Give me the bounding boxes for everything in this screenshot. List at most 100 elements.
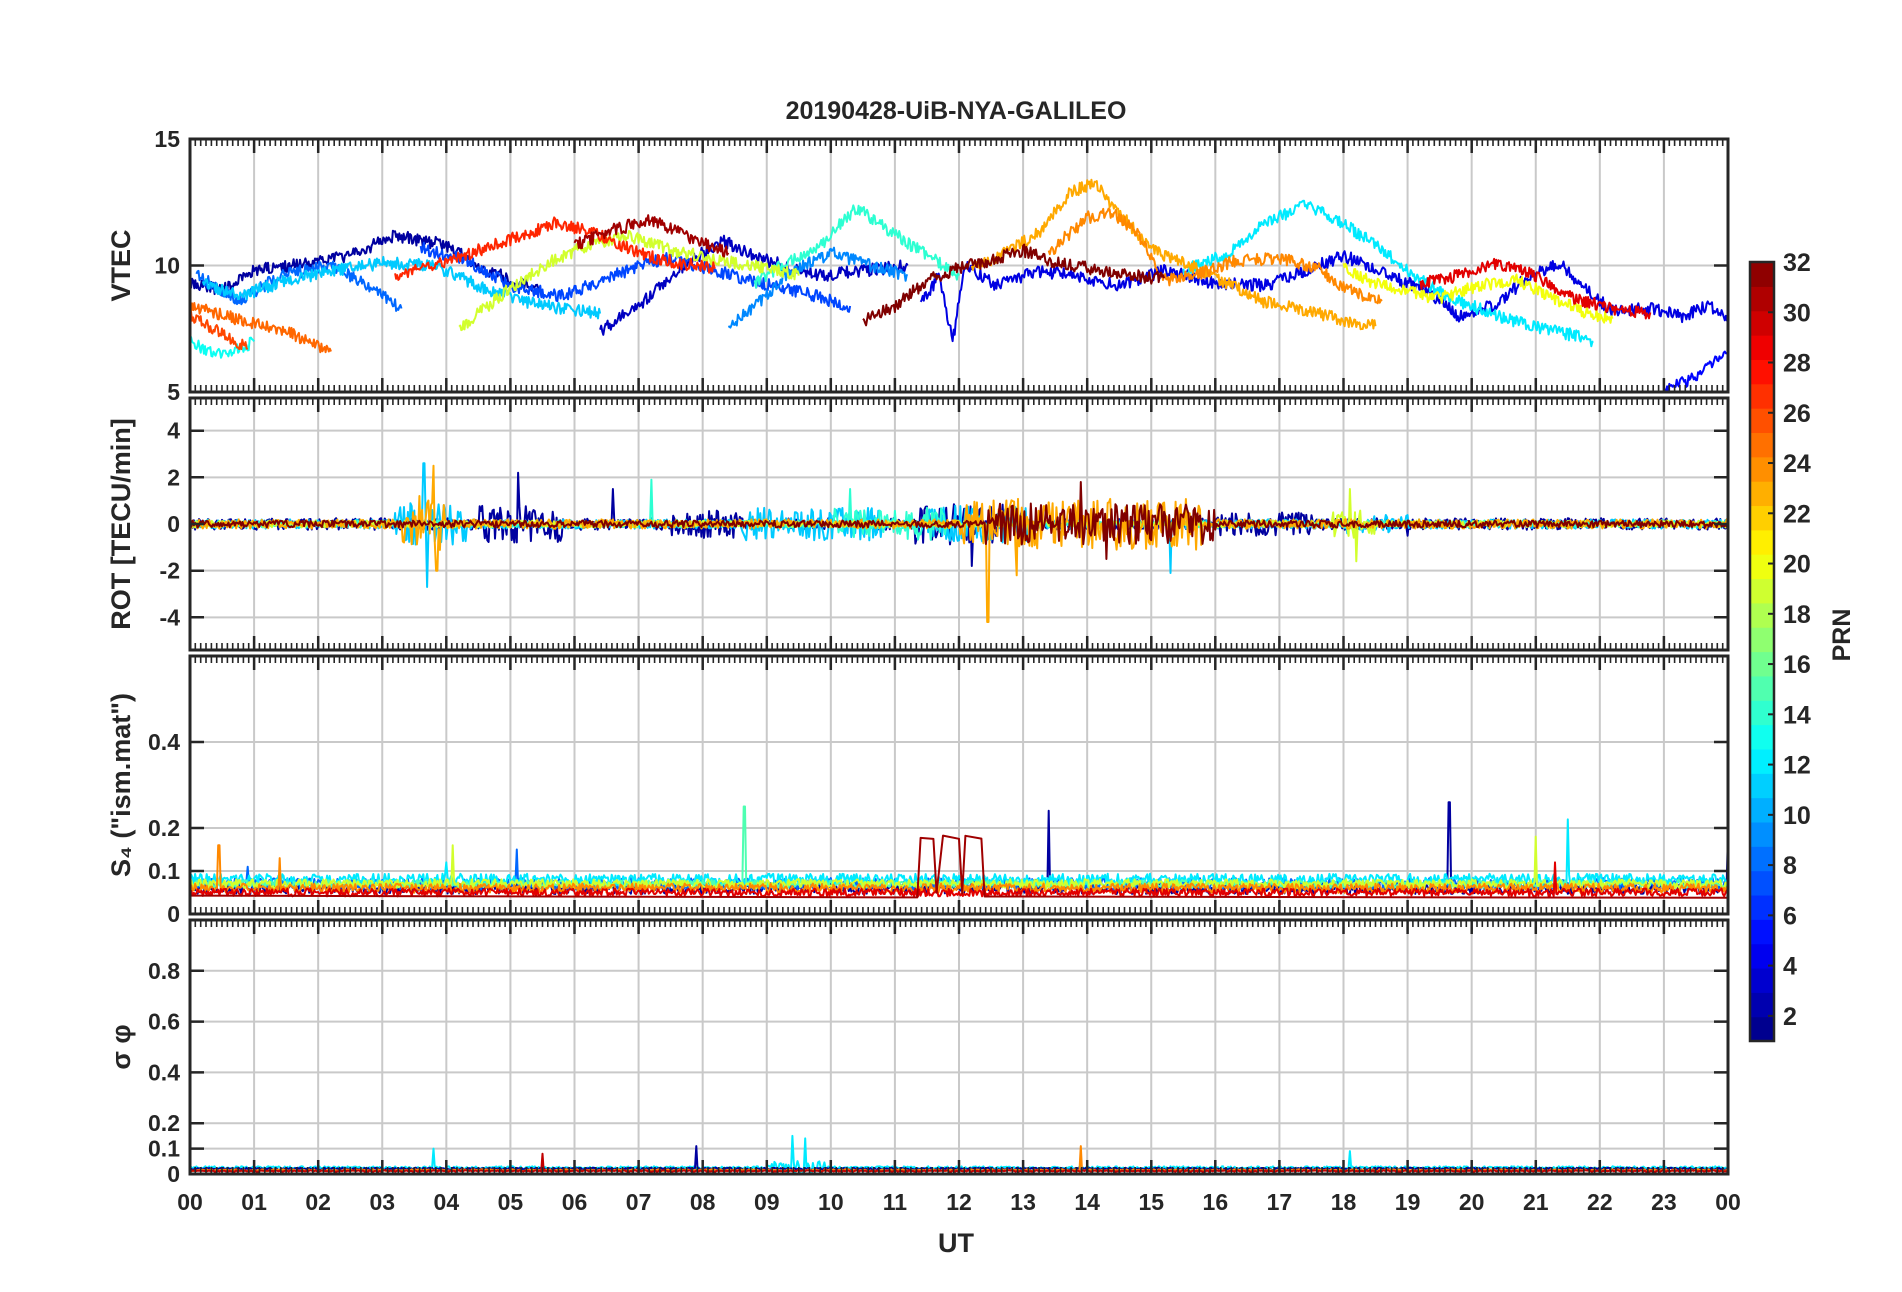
series-line-prn-20 <box>1342 262 1614 324</box>
colorbar-tick-label: 10 <box>1783 802 1811 830</box>
colorbar-tick-label: 12 <box>1783 752 1811 780</box>
series-line-prn-31 <box>190 834 1728 899</box>
y-tick-label: 5 <box>167 379 180 405</box>
x-tick-label: 13 <box>1010 1189 1036 1215</box>
x-tick-label: 07 <box>626 1189 652 1215</box>
series-line-prn-3 <box>599 234 909 336</box>
x-tick-label: 12 <box>946 1189 972 1215</box>
colorbar-swatch <box>1750 262 1774 287</box>
x-tick-label: 06 <box>562 1189 588 1215</box>
colorbar-tick-label: 28 <box>1783 350 1811 378</box>
series-line-prn-19 <box>190 835 1728 890</box>
colorbar-swatch <box>1750 286 1774 312</box>
colorbar-swatch <box>1750 846 1774 872</box>
panel-rot: -4 -2 0 2 4 ROT [TECU/min] <box>106 396 1730 652</box>
colorbar-swatch <box>1750 335 1774 360</box>
colorbar-swatch <box>1750 481 1774 507</box>
series-line-prn-26 <box>190 311 249 351</box>
y-tick-label: 0 <box>167 511 180 537</box>
colorbar-tick-label: 32 <box>1783 249 1811 277</box>
series-line-prn-31 <box>573 214 730 258</box>
y-axis-label: S₄ ("ism.mat") <box>106 693 136 877</box>
x-tick-label: 11 <box>883 1189 908 1215</box>
y-tick-label: 0.8 <box>148 958 180 984</box>
colorbar-tick-label: 6 <box>1783 902 1797 930</box>
colorbar-label: PRN <box>1828 609 1856 662</box>
series-line-prn-29 <box>190 861 1728 898</box>
y-axis-label: VTEC <box>106 229 136 301</box>
y-tick-label: -4 <box>160 604 181 630</box>
colorbar-swatch <box>1750 748 1774 774</box>
series-line-prn-8 <box>195 260 403 312</box>
colorbar-swatch <box>1750 359 1774 385</box>
series-line-prn-23 <box>970 178 1377 331</box>
y-axis-label: σ φ <box>106 1024 136 1069</box>
series-line-prn-9 <box>727 246 909 329</box>
chart-title: 20190428-UiB-NYA-GALILEO <box>786 97 1127 125</box>
x-tick-label: 21 <box>1523 1189 1549 1215</box>
colorbar-swatch <box>1750 992 1774 1018</box>
colorbar-swatch <box>1750 627 1774 653</box>
colorbar-swatch <box>1750 675 1774 701</box>
colorbar-tick-label: 30 <box>1783 299 1811 327</box>
x-tick-label: 22 <box>1587 1189 1613 1215</box>
series-line-prn-13 <box>190 336 255 359</box>
series-line-prn-24 <box>1047 207 1383 305</box>
x-tick-label: 14 <box>1074 1189 1100 1215</box>
panel-frame <box>188 654 1730 916</box>
x-tick-label: 18 <box>1331 1189 1357 1215</box>
series-line-prn-25 <box>190 302 332 354</box>
x-tick-label: 00 <box>1715 1189 1741 1215</box>
y-tick-label: 10 <box>154 253 180 279</box>
x-tick-label: 00 <box>177 1189 203 1215</box>
y-tick-label: 0.2 <box>148 815 180 841</box>
series-line-prn-32 <box>190 481 1728 560</box>
panel-frame <box>188 137 1730 394</box>
x-tick-label: 02 <box>305 1189 331 1215</box>
panel-frame <box>188 396 1730 652</box>
colorbar-tick-label: 22 <box>1783 500 1811 528</box>
colorbar-swatch <box>1750 773 1774 799</box>
x-tick-label: 09 <box>754 1189 780 1215</box>
colorbar-tick-label: 18 <box>1783 601 1811 629</box>
colorbar-swatch <box>1750 797 1774 823</box>
colorbar-swatch <box>1750 432 1774 458</box>
colorbar-swatch <box>1750 310 1774 336</box>
panel-data <box>190 801 1728 899</box>
colorbar-tick-label: 16 <box>1783 651 1811 679</box>
y-tick-label: 0.4 <box>148 729 180 755</box>
colorbar-swatch <box>1750 870 1774 896</box>
series-line-prn-27 <box>394 216 716 281</box>
series-line-prn-29 <box>1419 257 1652 320</box>
x-tick-label: 20 <box>1459 1189 1485 1215</box>
x-tick-label: 01 <box>241 1189 267 1215</box>
colorbar-swatch <box>1750 529 1774 555</box>
y-axis-label: ROT [TECU/min] <box>106 418 136 629</box>
y-tick-label: 0.4 <box>148 1059 180 1085</box>
series-line-prn-32 <box>862 243 1166 327</box>
x-axis-label: UT <box>938 1228 974 1258</box>
panel-data <box>190 178 1728 392</box>
x-tick-label: 05 <box>498 1189 524 1215</box>
series-line-prn-19 <box>458 230 800 332</box>
x-tick-label: 08 <box>690 1189 716 1215</box>
panel-frame <box>188 918 1730 1176</box>
y-tick-label: 0 <box>167 1161 180 1187</box>
colorbar-swatch <box>1750 456 1774 482</box>
series-line-prn-11 <box>190 462 1728 588</box>
colorbar-swatch <box>1750 383 1774 409</box>
series-line-prn-2 <box>190 229 544 298</box>
colorbar-swatch <box>1750 821 1774 847</box>
panel-sigma: 00.10.2 0.4 0.6 0.8 σ φ <box>106 918 1730 1187</box>
colorbar-swatch <box>1750 554 1774 580</box>
colorbar-swatch <box>1750 1016 1774 1042</box>
colorbar-frame <box>1748 260 1776 1043</box>
colorbar-swatch <box>1750 724 1774 750</box>
colorbar-tick-label: 24 <box>1783 450 1811 478</box>
x-tick-label: 04 <box>434 1189 460 1215</box>
panel-data <box>190 462 1728 623</box>
y-tick-label: 0 <box>167 901 180 927</box>
